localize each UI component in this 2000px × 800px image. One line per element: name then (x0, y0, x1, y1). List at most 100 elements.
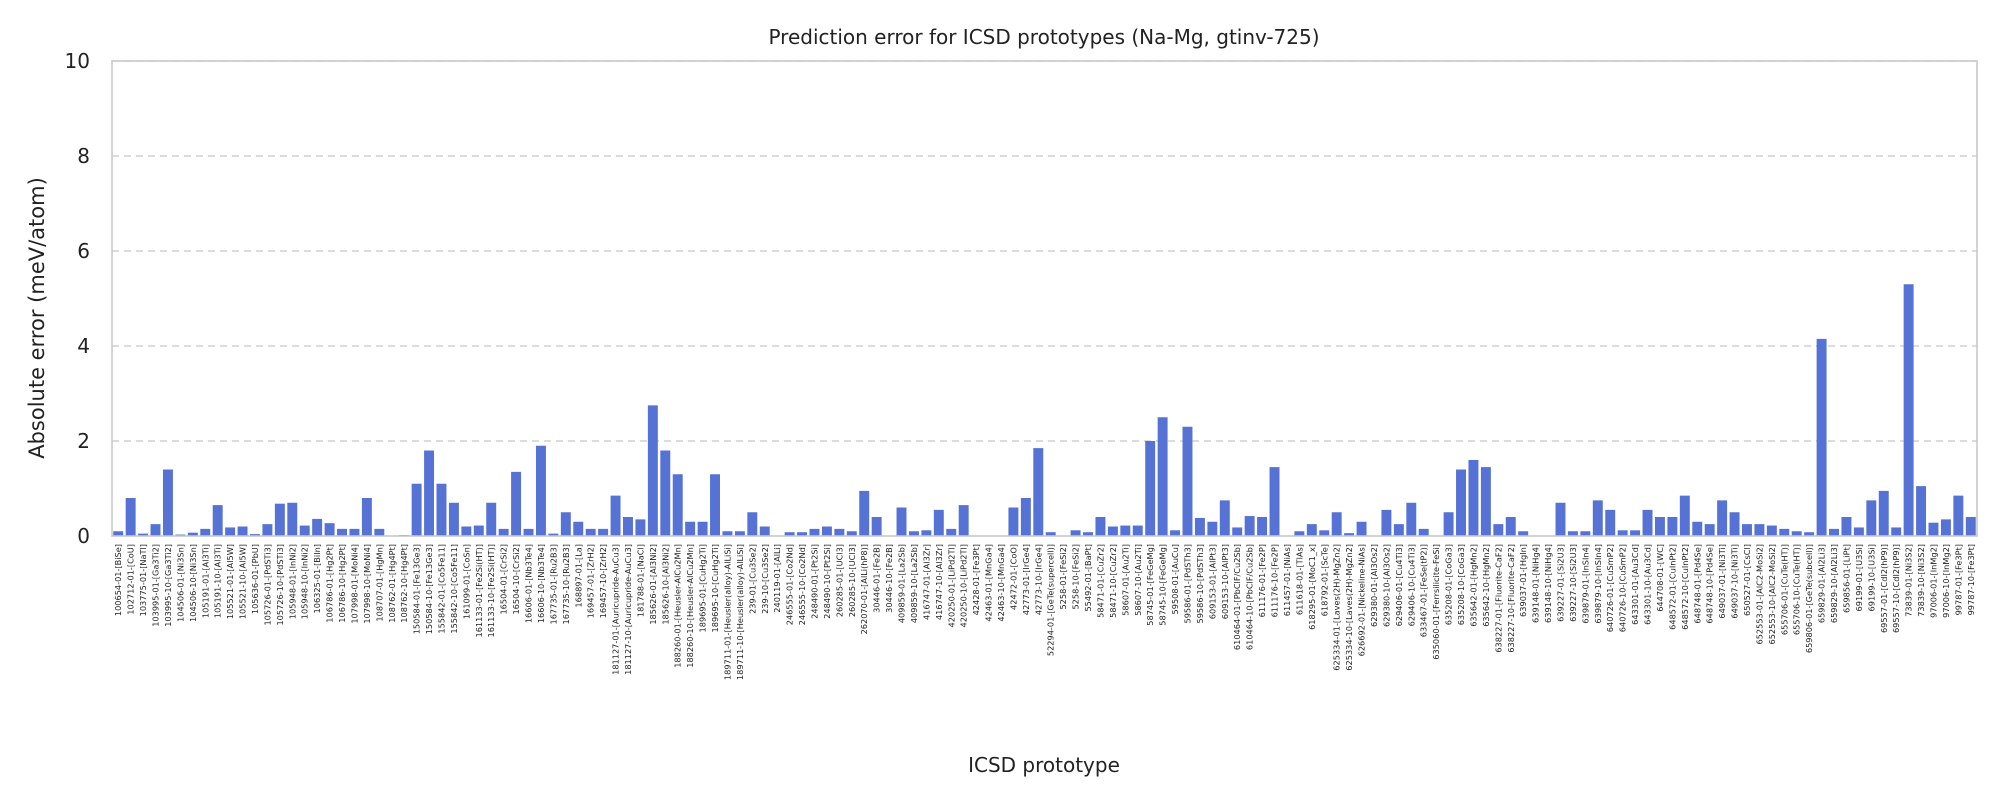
bar (1194, 517, 1205, 536)
x-tick-label: 97006-01-[InMg2] (1928, 544, 1938, 618)
bar (1132, 525, 1143, 536)
bar (1331, 512, 1342, 536)
bar (337, 528, 347, 536)
x-tick-label: 262070-01-[AlLi(hP8)] (859, 544, 869, 634)
bar (1630, 530, 1641, 536)
bar (1107, 526, 1118, 536)
x-tick-label: 618295-01-[MoC1_x] (1307, 544, 1317, 630)
x-tick-label: 105948-10-[InNi2] (300, 544, 310, 619)
bar (933, 509, 944, 536)
x-tick-label: 103775-01-[NaTl] (138, 544, 148, 616)
bar (1269, 467, 1280, 536)
y-tick-label: 6 (77, 239, 90, 263)
bar (1692, 521, 1703, 536)
bar (1642, 509, 1653, 536)
x-tick-label: 239-01-[Cu3Se2] (747, 544, 757, 614)
bar (473, 525, 484, 536)
bar (635, 519, 646, 536)
bar (1070, 530, 1081, 536)
bar (225, 527, 236, 536)
bar (1605, 509, 1616, 536)
x-tick-label: 635208-01-[CoGa3] (1444, 544, 1454, 625)
bar (162, 469, 173, 536)
x-tick-label: 635642-01-[HgMn2] (1468, 544, 1478, 627)
bar (1418, 528, 1429, 536)
x-tick-label: 639037-01-[HgIn] (1518, 544, 1528, 617)
x-tick-label: 648748-01-[Pd4Se] (1692, 544, 1702, 624)
bar (1754, 524, 1765, 536)
x-tick-label: 100654-01-[BiSe] (113, 544, 123, 616)
x-tick-labels: 100654-01-[BiSe] 102712-01-[CoU] 103775-01… (113, 544, 1976, 680)
bar (1779, 528, 1790, 536)
x-tick-label: 659829-01-[Al2Li3] (1817, 544, 1827, 623)
bar (312, 518, 323, 536)
x-tick-label: 155842-10-[Co5Fe11] (449, 544, 459, 634)
bar (573, 521, 584, 536)
x-tick-label: 42463-10-[MnGa4] (996, 544, 1006, 622)
x-tick-label: 610464-10-[PbClF/Cu2Sb] (1245, 544, 1255, 650)
x-tick-label: 248490-10-[Pt2Si] (822, 544, 832, 619)
x-tick-label: 42773-10-[IrGe4] (1033, 544, 1043, 615)
x-tick-label: 59508-01-[AuCu] (1170, 544, 1180, 614)
x-tick-label: 246555-01-[Co2Nd] (785, 544, 795, 625)
x-tick-label: 16606-01-[Nb3Te4] (524, 544, 534, 623)
x-tick-label: 626692-01-[Nickeline-NiAs] (1357, 544, 1367, 656)
bar (1319, 530, 1330, 536)
bar (237, 526, 248, 536)
bar (262, 524, 273, 536)
x-tick-label: 416747-01-[Al3Zr] (921, 544, 931, 620)
bar (1878, 490, 1889, 536)
bar (1567, 531, 1578, 536)
x-tick-label: 69199-01-[U3Si] (1854, 544, 1864, 611)
x-tick-label: 42463-01-[MnGa4] (984, 544, 994, 622)
bar (498, 528, 509, 536)
bar (1580, 531, 1591, 536)
x-tick-label: 639879-10-[InSIn4] (1593, 544, 1603, 624)
x-tick-label: 659856-01-[LiPt] (1841, 544, 1851, 613)
bar (834, 528, 845, 536)
bar (424, 450, 435, 536)
bar (250, 534, 260, 536)
bar (759, 526, 770, 536)
bar (647, 405, 658, 536)
bar (1903, 284, 1914, 536)
chart-title: Prediction error for ICSD prototypes (Na… (768, 25, 1319, 49)
x-tick-label: 105191-10-[Al3Ti] (213, 544, 223, 618)
x-tick-label: 189695-10-[CuHg2Ti] (710, 544, 720, 632)
x-tick-label: 108762-10-[Hg4Pt] (399, 544, 409, 623)
bar (1145, 441, 1156, 536)
x-tick-label: 69557-01-[CdI2(hP9)] (1879, 544, 1889, 633)
bar (1381, 509, 1392, 536)
bar (610, 495, 621, 536)
x-tick-label: 42428-01-[Fe3Pt] (971, 544, 981, 615)
x-tick-label: 150584-01-[Fe13Ge3] (412, 544, 422, 634)
x-tick-label: 416747-10-[Al3Zr] (934, 544, 944, 620)
bar (1916, 486, 1927, 536)
bar (1219, 500, 1230, 536)
x-tick-label: 189711-01-[Heusler(alloy)-AlLiSi] (722, 544, 732, 680)
x-tick-label: 16606-10-[Nb3Te4] (536, 544, 546, 623)
x-tick-label: 97006-10-[InMg2] (1941, 544, 1951, 618)
x-tick-label: 635642-10-[HgMn2] (1481, 544, 1491, 627)
bar (747, 512, 758, 536)
bar (1555, 502, 1566, 536)
x-tick-label: 639227-10-[Si2U3] (1568, 544, 1578, 622)
x-tick-label: 105948-01-[InNi2] (287, 544, 297, 619)
x-tick-label: 30446-10-[Fe2B] (884, 544, 894, 613)
x-tick-label: 150584-10-[Fe13Ge3] (424, 544, 434, 634)
bar (1866, 500, 1877, 536)
x-tick-label: 169457-10-[ZrH2] (598, 544, 608, 618)
x-tick-label: 652553-10-[AlC2-MoSi2] (1767, 544, 1777, 644)
x-tick-label: 655706-01-[CuTe(HT)] (1779, 544, 1789, 635)
x-tick-label: 639879-01-[InSIn4] (1580, 544, 1590, 624)
bar (1306, 524, 1317, 536)
x-tick-label: 649037-01-[Ni3Ti] (1717, 544, 1727, 619)
x-tick-label: 629406-10-[Cu4Ti3] (1406, 544, 1416, 626)
x-tick-label: 5258-10-[FeSi2] (1071, 544, 1081, 610)
x-tick-label: 609153-10-[AlPt3] (1220, 544, 1230, 619)
bar (548, 533, 559, 536)
x-tick-label: 659806-01-[GeTe(subcell)] (1804, 544, 1814, 653)
x-tick-label: 58471-10-[CuZr2] (1108, 544, 1118, 618)
x-tick-label: 639148-10-[NiHg4] (1543, 544, 1553, 623)
